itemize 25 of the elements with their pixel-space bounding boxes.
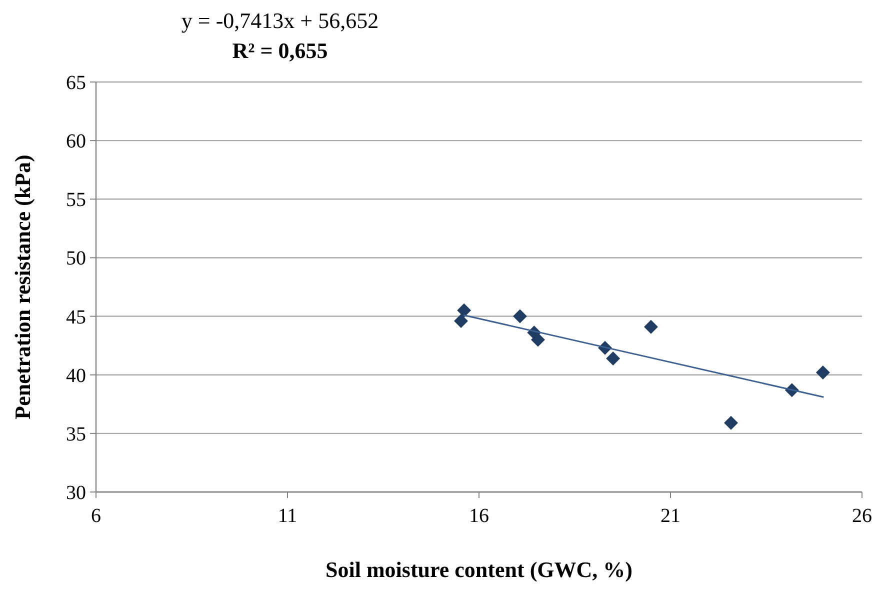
point xyxy=(512,309,527,324)
point xyxy=(644,320,658,334)
y-axis-title: Penetration resistance (kPa) xyxy=(10,154,35,420)
y-tick-label: 45 xyxy=(66,306,86,328)
x-tick-label: 16 xyxy=(469,505,489,527)
y-tick-label: 55 xyxy=(66,189,86,212)
point xyxy=(454,314,468,328)
y-tick-label: 60 xyxy=(66,130,86,153)
y-tick-label: 50 xyxy=(66,248,86,270)
point xyxy=(530,332,545,347)
x-axis-title: Soil moisture content (GWC, %) xyxy=(326,557,632,582)
x-tick-label: 26 xyxy=(852,505,872,527)
y-tick-label: 65 xyxy=(66,72,86,94)
text: y = -0,7413x + 56,652 xyxy=(181,8,379,33)
y-tick-label: 30 xyxy=(66,482,86,504)
text: R² = 0,655 xyxy=(232,38,328,63)
x-tick-label: 11 xyxy=(278,505,298,527)
x-tick-label: 21 xyxy=(660,505,680,527)
x-tick-label: 6 xyxy=(91,505,101,527)
point xyxy=(606,351,620,366)
point xyxy=(816,366,830,380)
point xyxy=(457,303,472,318)
y-tick-label: 35 xyxy=(66,423,86,446)
point xyxy=(724,416,738,430)
y-tick-label: 40 xyxy=(66,364,86,387)
